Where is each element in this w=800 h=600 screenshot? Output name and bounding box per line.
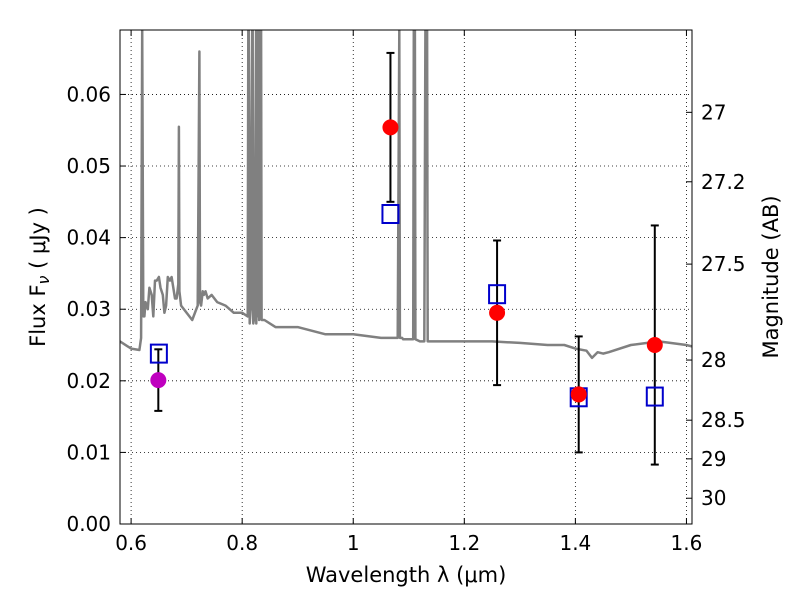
observed-flux-point [646,337,663,354]
data-points-layer [149,51,664,466]
model-flux-square [381,203,400,224]
magnitude-tick-label: 29 [701,447,726,471]
y-tick-label: 0.03 [66,297,111,321]
axis-ticks: 0.6 0.8 1 1.2 1.4 1.6 0.00 0.01 0.02 0.03 0.04 0.05… [66,30,746,555]
y-tick-label: 0.02 [66,369,111,393]
observed-flux-point [150,372,167,389]
x-tick-label: 0.8 [226,531,258,555]
y-axis-label-right: Magnitude (AB) [759,195,783,358]
observed-flux-point [382,119,399,136]
model-spectrum-layer [120,30,692,360]
y-tick-label: 0.00 [66,512,111,536]
x-tick-label: 0.6 [115,531,147,555]
y-tick-label: 0.06 [66,82,111,106]
observed-flux-point [489,304,506,321]
model-spectrum-line [120,30,692,360]
observed-flux-point [570,386,587,403]
magnitude-tick-label: 27.5 [701,252,746,276]
plot-frame [119,29,693,525]
model-flux-square [149,343,168,364]
magnitude-tick-label: 28 [701,348,726,372]
x-tick-label: 1.6 [671,531,703,555]
magnitude-tick-label: 27.2 [701,170,746,194]
y-tick-label: 0.05 [66,154,111,178]
x-tick-label: 1.4 [559,531,591,555]
y-axis-label-left: Flux Fν ( μJy ) [26,207,53,347]
x-tick-label: 1 [347,531,360,555]
model-flux-square [488,284,507,305]
y-tick-label: 0.01 [66,440,111,464]
x-axis-label: Wavelength λ (μm) [306,563,507,587]
magnitude-tick-label: 28.5 [701,408,746,432]
magnitude-tick-label: 30 [701,486,726,510]
magnitude-tick-label: 27 [701,100,726,124]
model-flux-square [645,386,664,407]
x-tick-label: 1.2 [448,531,480,555]
y-tick-label: 0.04 [66,226,111,250]
